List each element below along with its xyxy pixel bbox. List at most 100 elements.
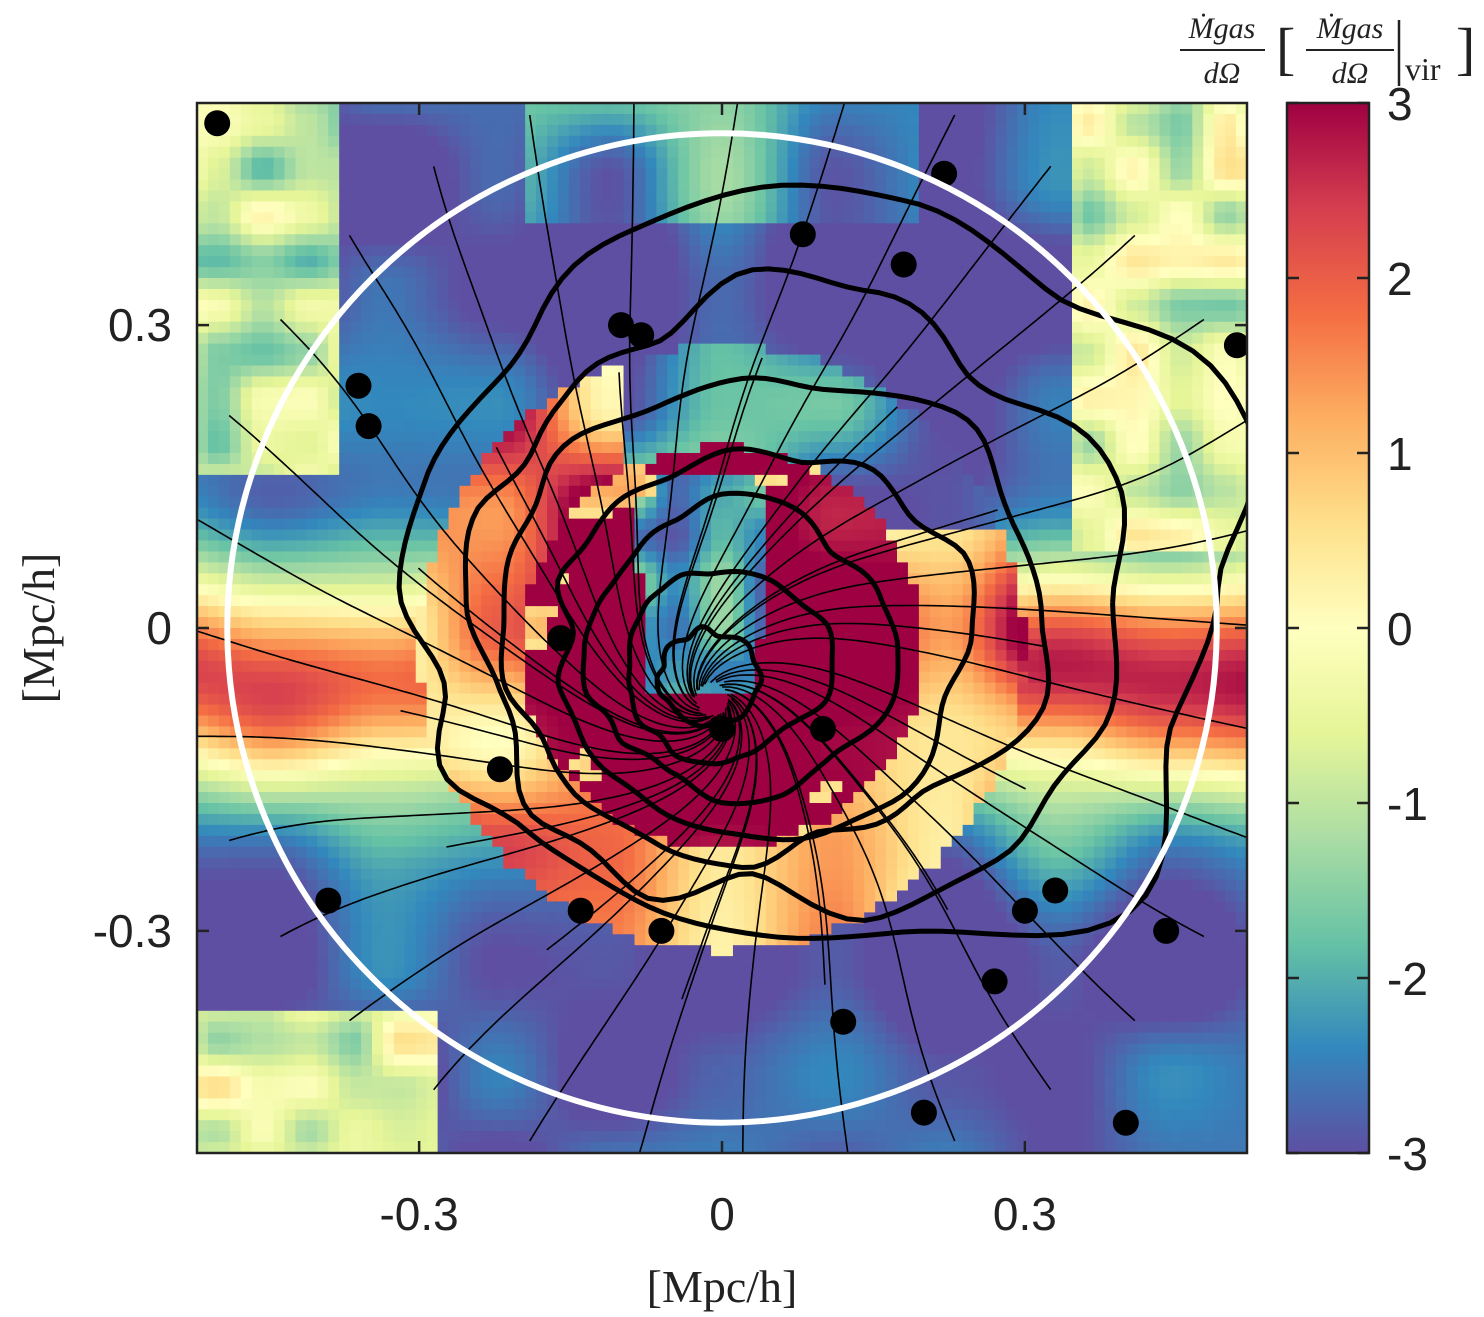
heatmap-cell xyxy=(711,278,723,290)
heatmap-cell xyxy=(328,288,340,301)
heatmap-cell xyxy=(218,310,231,323)
heatmap-cell xyxy=(207,256,220,268)
heatmap-cell xyxy=(207,770,220,782)
heatmap-cell xyxy=(503,1054,515,1067)
heatmap-cell xyxy=(448,463,461,476)
heatmap-cell xyxy=(262,595,275,607)
heatmap-cell xyxy=(306,1120,318,1132)
heatmap-cell xyxy=(612,267,625,279)
heatmap-cell xyxy=(492,846,504,859)
heatmap-cell xyxy=(634,420,647,432)
heatmap-cell xyxy=(393,1131,406,1143)
heatmap-cell xyxy=(295,813,307,826)
heatmap-cell xyxy=(667,442,679,454)
heatmap-cell xyxy=(743,1032,756,1045)
heatmap-cell xyxy=(547,726,559,738)
heatmap-cell xyxy=(459,1120,472,1132)
heatmap-cell xyxy=(514,945,526,957)
heatmap-cell xyxy=(372,113,384,126)
heatmap-cell xyxy=(229,660,242,673)
heatmap-cell xyxy=(415,135,428,148)
heatmap-cell xyxy=(568,124,581,137)
heatmap-cell xyxy=(448,398,461,410)
heatmap-cell xyxy=(350,628,362,640)
heatmap-cell xyxy=(492,135,504,148)
heatmap-cell xyxy=(284,442,297,454)
heatmap-cell xyxy=(393,792,406,804)
heatmap-cell xyxy=(525,278,537,290)
heatmap-cell xyxy=(393,770,406,782)
heatmap-cell xyxy=(382,321,395,334)
heatmap-cell xyxy=(547,431,559,443)
heatmap-cell xyxy=(678,792,690,804)
heatmap-cell xyxy=(273,868,286,881)
heatmap-cell xyxy=(503,332,515,345)
heatmap-cell xyxy=(689,135,701,148)
heatmap-cell xyxy=(229,507,242,520)
heatmap-cell xyxy=(678,190,690,203)
heatmap-cell xyxy=(393,223,406,235)
heatmap-cell xyxy=(426,256,439,268)
heatmap-cell xyxy=(382,715,395,728)
heatmap-cell xyxy=(372,923,384,935)
heatmap-cell xyxy=(339,343,351,356)
heatmap-cell xyxy=(459,1098,472,1110)
heatmap-cell xyxy=(470,267,482,279)
heatmap-cell xyxy=(284,321,297,334)
heatmap-cell xyxy=(218,278,231,290)
heatmap-cell xyxy=(514,715,526,728)
heatmap-cell xyxy=(678,103,690,115)
heatmap-cell xyxy=(754,879,767,892)
heatmap-cell xyxy=(361,1054,373,1067)
heatmap-cell xyxy=(437,223,450,235)
heatmap-cell xyxy=(284,113,297,126)
heatmap-cell xyxy=(667,737,679,749)
heatmap-cell xyxy=(404,321,417,334)
heatmap-cell xyxy=(503,606,515,618)
heatmap-cell xyxy=(525,245,537,257)
heatmap-cell xyxy=(470,245,482,257)
heatmap-cell xyxy=(667,770,679,782)
heatmap-cell xyxy=(197,310,209,323)
heatmap-cell xyxy=(229,682,242,695)
heatmap-cell xyxy=(525,496,537,509)
heatmap-cell xyxy=(361,1010,373,1023)
heatmap-cell xyxy=(459,288,472,301)
heatmap-cell xyxy=(284,310,297,323)
heatmap-cell xyxy=(328,343,340,356)
heatmap-cell xyxy=(251,1131,264,1143)
heatmap-cell xyxy=(372,595,384,607)
heatmap-cell xyxy=(339,529,351,542)
heatmap-cell xyxy=(743,770,756,782)
heatmap-cell xyxy=(678,354,690,367)
heatmap-cell xyxy=(492,474,504,487)
heatmap-cell xyxy=(503,649,515,662)
heatmap-cell xyxy=(689,179,701,192)
heatmap-cell xyxy=(361,201,373,213)
heatmap-cell xyxy=(415,529,428,542)
heatmap-cell xyxy=(689,551,701,563)
heatmap-cell xyxy=(295,201,307,213)
heatmap-cell xyxy=(273,1021,286,1034)
heatmap-cell xyxy=(503,846,515,859)
heatmap-cell xyxy=(732,1142,745,1153)
heatmap-cell xyxy=(492,1131,504,1143)
heatmap-cell xyxy=(590,299,603,312)
heatmap-cell xyxy=(481,245,493,257)
heatmap-cell xyxy=(689,278,701,290)
heatmap-cell xyxy=(667,1098,679,1110)
heatmap-cell xyxy=(459,453,472,465)
heatmap-cell xyxy=(667,223,679,235)
heatmap-cell xyxy=(415,190,428,203)
heatmap-cell xyxy=(361,551,373,563)
heatmap-cell xyxy=(317,999,329,1012)
heatmap-cell xyxy=(514,1142,526,1153)
heatmap-cell xyxy=(273,540,286,553)
heatmap-cell xyxy=(623,179,636,192)
heatmap-cell xyxy=(689,573,701,585)
heatmap-cell xyxy=(404,113,417,126)
heatmap-cell xyxy=(415,1010,428,1023)
heatmap-cell xyxy=(251,113,264,126)
heatmap-cell xyxy=(601,387,614,399)
heatmap-cell xyxy=(645,1065,657,1078)
